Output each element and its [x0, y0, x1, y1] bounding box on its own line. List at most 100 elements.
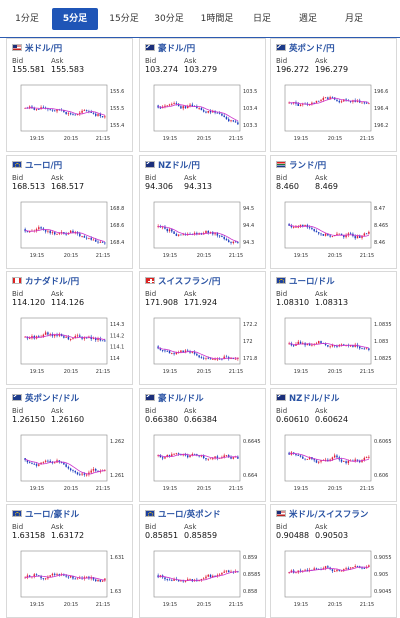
- candlestick-chart[interactable]: 155.6 155.5 155.4 19:15 20:15 21:15: [9, 79, 131, 149]
- pair-title[interactable]: 豪ドル/円: [145, 42, 195, 55]
- moving-average-line: [24, 458, 105, 475]
- tab-6[interactable]: 週足: [298, 14, 317, 24]
- candlestick-chart[interactable]: 0.9055 0.905 0.9045 19:15 20:15 21:15: [273, 545, 395, 615]
- rate-card[interactable]: NZドル/円 Bid Ask 94.306 94.313 94.5 94.4 94.3 19:1…: [139, 154, 266, 269]
- candle-body: [340, 233, 343, 235]
- candle-body: [44, 229, 47, 232]
- candlestick-chart[interactable]: 94.5 94.4 94.3 19:15 20:15 21:15: [142, 196, 264, 266]
- candlestick-chart[interactable]: 0.6065 0.606 19:15 20:15 21:15: [273, 429, 395, 499]
- candle-body: [290, 225, 293, 227]
- pair-title[interactable]: スイスフラン/円: [145, 275, 220, 288]
- pair-title[interactable]: 英ポンド/ドル: [12, 392, 79, 405]
- candle-body: [104, 578, 106, 581]
- pair-title[interactable]: 米ドル/円: [12, 42, 62, 55]
- candle-body: [345, 234, 347, 237]
- x-tick-label: 21:15: [229, 136, 243, 142]
- pair-title[interactable]: NZドル/ドル: [276, 392, 339, 405]
- pair-title[interactable]: NZドル/円: [145, 159, 200, 172]
- rate-card[interactable]: 米ドル/円 Bid Ask 155.581 155.583 155.6 155.5 155.4…: [6, 38, 133, 152]
- rate-card[interactable]: ユーロ/円 Bid Ask 168.513 168.517 168.8 168.6 168.4…: [6, 154, 133, 269]
- candlestick-chart[interactable]: 114.3 114.2 114.1 114 19:15 20:15 21:15: [9, 312, 131, 382]
- candle-body: [56, 233, 58, 235]
- candle-body: [322, 97, 325, 100]
- y-tick-label: 8.47: [374, 206, 385, 212]
- timeframe-tabs: 1分足 5分足 15分足 30分足 1時間足 日足 週足 月足: [0, 0, 400, 38]
- pair-title[interactable]: 米ドル/スイスフラン: [276, 508, 368, 521]
- candlestick-chart[interactable]: 1.262 1.261 19:15 20:15 21:15: [9, 429, 131, 499]
- bid-label: Bid: [276, 406, 288, 415]
- pair-name: 英ポンド/ドル: [25, 393, 80, 404]
- ask-label: Ask: [51, 290, 64, 298]
- candle-body: [352, 345, 354, 347]
- rate-card[interactable]: ユーロ/豪ドル Bid Ask 1.63158 1.63172 1.631 1.63 19:1…: [6, 504, 133, 618]
- candlestick-chart[interactable]: 1.0835 1.083 1.0825 19:15 20:15 21:15: [273, 312, 395, 382]
- candle-body: [299, 570, 302, 572]
- tab-7[interactable]: 月足: [344, 14, 363, 24]
- rate-card[interactable]: 豪ドル/ドル Bid Ask 0.66380 0.66384 0.6645 0.664 19:…: [139, 387, 266, 502]
- candle-body: [81, 235, 83, 237]
- tab-4[interactable]: 1時間足: [200, 14, 234, 24]
- candle-body: [63, 462, 65, 464]
- rate-card[interactable]: NZドル/ドル Bid Ask 0.60610 0.60624 0.6065 0.606 19…: [270, 387, 397, 502]
- candlestick-chart[interactable]: 0.859 0.8585 0.858 19:15 20:15 21:15: [142, 545, 264, 615]
- candle-body: [54, 231, 56, 234]
- candlestick-chart[interactable]: 172.2 172 171.8 19:15 20:15 21:15: [142, 312, 264, 382]
- candle-body: [331, 235, 334, 237]
- candle-body: [180, 106, 182, 109]
- candle-body: [69, 113, 72, 115]
- y-tick-label: 155.5: [110, 106, 124, 112]
- candle-body: [49, 334, 51, 335]
- pair-title[interactable]: ユーロ/英ポンド: [145, 508, 221, 521]
- pair-title[interactable]: ユーロ/豪ドル: [12, 508, 79, 521]
- pair-title[interactable]: 豪ドル/ドル: [145, 392, 204, 405]
- pair-name: 英ポンド/円: [289, 44, 335, 54]
- candle-body: [363, 348, 366, 350]
- ask-value: 196.279: [315, 65, 349, 74]
- candlestick-chart[interactable]: 0.6645 0.664 19:15 20:15 21:15: [142, 429, 264, 499]
- candlestick-chart[interactable]: 168.8 168.6 168.4 19:15 20:15 21:15: [9, 196, 131, 266]
- tab-3[interactable]: 30分足: [154, 14, 184, 24]
- rate-card[interactable]: 英ポンド/ドル Bid Ask 1.26150 1.26160 1.262 1.261 19:…: [6, 387, 133, 502]
- candlestick-chart[interactable]: 1.631 1.63 19:15 20:15 21:15: [9, 545, 131, 615]
- candle-body: [83, 337, 86, 339]
- candle-body: [72, 114, 74, 116]
- candlestick-chart[interactable]: 196.6 196.4 196.2 19:15 20:15 21:15: [273, 79, 395, 149]
- candle-body: [168, 579, 171, 581]
- tab-1[interactable]: 5分足: [52, 8, 98, 30]
- tab-5[interactable]: 日足: [252, 14, 271, 24]
- rate-card[interactable]: カナダドル/円 Bid Ask 114.120 114.126 114.3 114.2 114…: [6, 271, 133, 385]
- candle-body: [216, 455, 219, 458]
- rate-card[interactable]: スイスフラン/円 Bid Ask 171.908 171.924 172.2 172 171.…: [139, 271, 266, 385]
- x-tick-label: 21:15: [229, 602, 243, 608]
- bid-value: 94.306: [145, 181, 173, 191]
- rate-card[interactable]: 英ポンド/円 Bid Ask 196.272 196.279 196.6 196.4 196.…: [270, 38, 397, 152]
- y-tick-label: 0.606: [374, 473, 388, 479]
- candle-body: [340, 344, 343, 346]
- pair-title[interactable]: 英ポンド/円: [276, 42, 335, 55]
- pair-title[interactable]: ユーロ/円: [12, 159, 62, 172]
- x-tick-label: 19:15: [294, 253, 308, 259]
- y-tick-label: 94.5: [243, 206, 254, 212]
- rate-card[interactable]: ユーロ/ドル Bid Ask 1.08310 1.08313 1.0835 1.083 1.0…: [270, 271, 397, 385]
- rate-card[interactable]: 米ドル/スイスフラン Bid Ask 0.90488 0.90503 0.9055 0.90…: [270, 504, 397, 618]
- pair-title[interactable]: ユーロ/ドル: [276, 275, 335, 288]
- moving-average-line: [24, 574, 105, 581]
- rate-card[interactable]: ランド/円 Bid Ask 8.460 8.469 8.47 8.465 8.46 19:15 2…: [270, 154, 397, 269]
- candle-body: [302, 456, 304, 459]
- candlestick-chart[interactable]: 8.47 8.465 8.46 19:15 20:15 21:15: [273, 196, 395, 266]
- candle-body: [92, 338, 95, 340]
- bid-value: 168.513: [12, 181, 46, 191]
- tab-0[interactable]: 1分足: [15, 14, 39, 24]
- candle-body: [365, 232, 368, 234]
- candle-body: [28, 230, 31, 232]
- candlestick-chart[interactable]: 103.5 103.4 103.3 19:15 20:15 21:15: [142, 79, 264, 149]
- pair-title[interactable]: カナダドル/円: [12, 275, 79, 288]
- candle-body: [343, 460, 345, 462]
- candle-body: [200, 107, 203, 111]
- candle-body: [54, 573, 56, 575]
- pair-title[interactable]: ランド/円: [276, 159, 326, 172]
- tab-2[interactable]: 15分足: [109, 14, 139, 24]
- bid-value: 103.274: [145, 65, 179, 74]
- rate-card[interactable]: ユーロ/英ポンド Bid Ask 0.85851 0.85859 0.859 0.8585 0…: [139, 504, 266, 618]
- rate-card[interactable]: 豪ドル/円 Bid Ask 103.274 103.279 103.5 103.4 103.3…: [139, 38, 266, 152]
